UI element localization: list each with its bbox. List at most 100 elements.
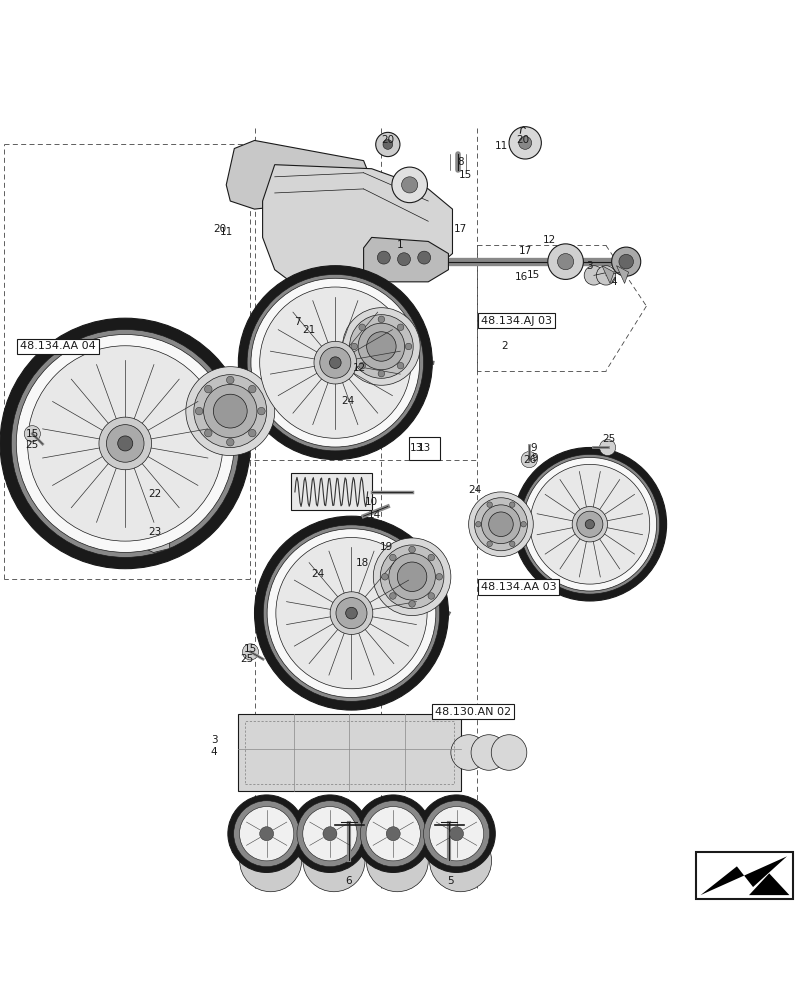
Circle shape [196,407,203,415]
Circle shape [429,807,484,861]
Text: 25: 25 [602,434,615,444]
Circle shape [423,801,490,867]
Circle shape [577,511,603,537]
Circle shape [366,830,428,892]
Circle shape [204,429,212,437]
Circle shape [259,827,274,841]
Text: 48.130.AN 02: 48.130.AN 02 [435,707,511,717]
Circle shape [409,546,415,553]
Circle shape [451,735,486,770]
Polygon shape [617,266,629,283]
Circle shape [194,375,267,448]
Circle shape [107,425,144,462]
Circle shape [320,347,351,378]
Text: 12: 12 [543,235,556,245]
Text: 24: 24 [341,396,354,406]
Circle shape [474,498,528,551]
Text: 21: 21 [302,325,315,335]
Circle shape [242,644,259,660]
Circle shape [247,274,423,451]
Text: 13: 13 [410,443,423,453]
Circle shape [558,254,574,270]
Text: 22: 22 [149,489,162,499]
Circle shape [489,512,513,537]
Circle shape [519,136,532,149]
Circle shape [263,525,440,701]
Circle shape [118,436,133,451]
Circle shape [376,132,400,157]
Polygon shape [701,856,787,895]
Polygon shape [152,492,166,524]
Text: 15: 15 [244,644,257,654]
Text: 24: 24 [469,485,482,495]
Circle shape [402,177,418,193]
Text: 17: 17 [519,246,532,256]
Text: 3: 3 [211,735,217,745]
Text: 4: 4 [211,747,217,757]
Circle shape [240,830,301,892]
Polygon shape [602,266,614,283]
Text: 13: 13 [418,443,431,453]
Text: 25: 25 [26,440,39,450]
Circle shape [523,457,657,591]
Circle shape [428,593,435,599]
Circle shape [330,357,341,368]
Circle shape [251,278,419,447]
Circle shape [255,516,448,710]
Circle shape [428,554,435,561]
Text: 2: 2 [502,341,508,351]
Text: 20: 20 [516,135,529,145]
Circle shape [476,521,481,527]
Circle shape [509,127,541,159]
Bar [696,852,793,899]
Circle shape [16,334,234,552]
Circle shape [186,367,275,456]
Circle shape [249,429,256,437]
Circle shape [291,795,368,872]
Circle shape [330,592,372,634]
Circle shape [350,315,413,378]
FancyBboxPatch shape [409,437,440,460]
Circle shape [521,521,526,527]
Text: 19: 19 [380,542,393,552]
Circle shape [346,607,357,619]
Circle shape [386,827,400,841]
Circle shape [336,598,367,629]
Polygon shape [749,873,789,895]
Bar [291,473,372,510]
Circle shape [249,385,256,393]
Polygon shape [226,140,372,209]
Circle shape [381,545,444,609]
Circle shape [409,601,415,607]
Circle shape [259,287,411,438]
Circle shape [213,394,247,428]
Circle shape [548,244,583,279]
Circle shape [469,492,533,557]
Circle shape [356,368,368,381]
Circle shape [619,254,633,269]
Text: 26: 26 [524,455,537,465]
Circle shape [510,541,515,547]
Text: 11: 11 [494,141,507,151]
Circle shape [373,538,451,616]
Text: 23: 23 [149,527,162,537]
Circle shape [378,370,385,377]
Text: 20: 20 [381,135,394,145]
Circle shape [584,266,604,285]
Circle shape [27,346,223,541]
Circle shape [389,554,396,561]
Circle shape [389,553,436,600]
Circle shape [323,827,337,841]
Circle shape [398,253,410,266]
Bar [245,721,454,784]
Polygon shape [281,282,303,330]
Text: 5: 5 [447,876,453,886]
Circle shape [381,573,388,580]
Text: 7: 7 [294,317,301,327]
Text: 24: 24 [312,569,325,579]
Circle shape [297,801,363,867]
Circle shape [239,807,294,861]
Circle shape [436,573,443,580]
Polygon shape [284,308,314,332]
Text: 15: 15 [527,270,540,280]
